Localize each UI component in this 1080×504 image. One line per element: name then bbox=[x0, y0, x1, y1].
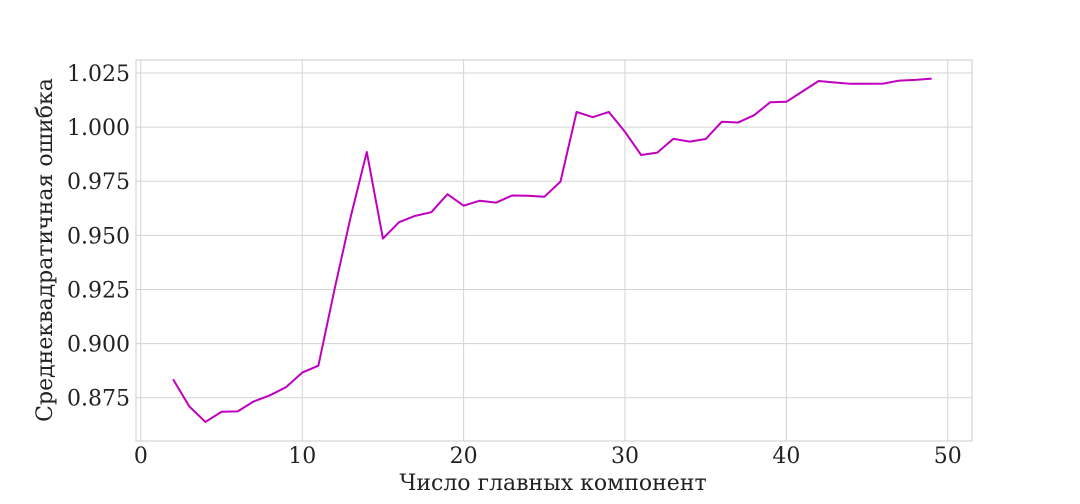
y-tick-labels: 0.875 0.900 0.925 0.950 0.975 1.000 1.025 bbox=[67, 62, 130, 412]
series-layer bbox=[172, 77, 932, 423]
x-tick-label: 40 bbox=[772, 444, 800, 469]
y-tick-label: 1.000 bbox=[67, 116, 130, 141]
y-tick-label: 0.875 bbox=[67, 387, 130, 412]
y-tick-label: 1.025 bbox=[67, 62, 130, 87]
x-tick-label: 50 bbox=[934, 444, 962, 469]
plot-area-frame bbox=[135, 59, 973, 442]
x-tick-label: 30 bbox=[611, 444, 639, 469]
x-tick-label: 0 bbox=[134, 444, 148, 469]
y-axis-label: Среднеквадратичная ошибка bbox=[33, 78, 58, 422]
x-axis-label: Число главных компонент bbox=[399, 471, 706, 496]
y-tick-label: 0.950 bbox=[67, 224, 130, 249]
x-tick-label: 20 bbox=[450, 444, 478, 469]
grid-layer bbox=[136, 60, 972, 441]
y-tick-label: 0.925 bbox=[67, 278, 130, 303]
x-tick-label: 10 bbox=[288, 444, 316, 469]
series-line bbox=[172, 77, 932, 423]
x-tick-labels: 0 10 20 30 40 50 bbox=[134, 444, 962, 469]
y-tick-label: 0.900 bbox=[67, 333, 130, 358]
y-tick-label: 0.975 bbox=[67, 170, 130, 195]
